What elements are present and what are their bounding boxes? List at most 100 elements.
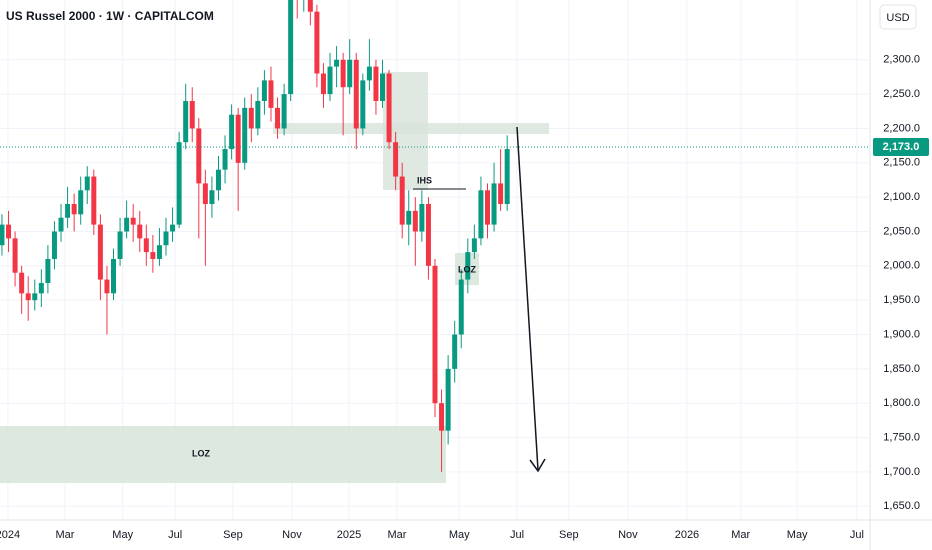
candle-body (314, 11, 320, 74)
candle-body (327, 66, 333, 95)
candle-body (58, 217, 64, 232)
y-tick-label: 1,700.0 (883, 466, 920, 478)
y-tick-label: 2,000.0 (883, 260, 920, 272)
drawings-top: IHS LOZ LOZ (192, 126, 546, 473)
candle-body (288, 0, 294, 95)
x-tick-label: Mar (55, 529, 74, 541)
candle-body (484, 190, 490, 225)
x-tick-label: 2024 (0, 529, 20, 541)
candle-body (452, 334, 458, 369)
x-tick-label: 2026 (675, 529, 699, 541)
x-tick-label: May (112, 529, 133, 541)
candle-body (419, 204, 425, 232)
x-tick-label: Nov (618, 529, 638, 541)
candle-body (45, 258, 51, 284)
annotation: LOZ (192, 448, 210, 458)
y-tick-label: 1,800.0 (883, 397, 920, 409)
candle-body (25, 293, 31, 301)
y-tick-label: 1,650.0 (883, 500, 920, 512)
candle-body (111, 258, 117, 294)
zone (273, 123, 549, 134)
candle-body (425, 204, 431, 266)
candle-body (255, 100, 261, 129)
candle-body (360, 80, 366, 129)
x-tick-label: May (449, 529, 470, 541)
candle-body (399, 176, 405, 225)
x-tick-label: Sep (559, 529, 579, 541)
candle-body (0, 224, 5, 246)
candle-body (6, 224, 12, 239)
annotation: LOZ (458, 264, 476, 274)
arrow (516, 126, 539, 471)
last-price-tag (873, 138, 929, 157)
x-tick-label: Jul (510, 529, 524, 541)
x-tick-label: Mar (731, 529, 750, 541)
candle-body (84, 176, 90, 191)
currency-button[interactable] (879, 4, 917, 30)
annotation: IHS (417, 175, 432, 185)
y-tick-label: 2,200.0 (883, 122, 920, 134)
candle-body (189, 100, 195, 129)
candle-body (156, 245, 162, 259)
candle-body (248, 107, 254, 129)
candle-body (445, 368, 451, 431)
arrow-head (529, 458, 546, 473)
currency[interactable]: USD (886, 12, 909, 24)
candle-body (150, 252, 156, 259)
candle-body (209, 190, 215, 205)
candle-body (124, 217, 130, 232)
candle-body (170, 224, 176, 232)
candle-body (458, 279, 464, 335)
candle-body (65, 204, 71, 218)
candle-body (406, 210, 412, 225)
candle-body (334, 59, 340, 67)
candle-body (38, 283, 44, 294)
candle-body (137, 224, 143, 239)
candle-body (478, 190, 484, 239)
candle-body (412, 210, 418, 232)
candle-body (202, 183, 208, 205)
y-tick-label: 2,100.0 (883, 191, 920, 203)
candle-body (373, 66, 379, 101)
candle-body (117, 231, 123, 259)
candle-body (176, 142, 182, 225)
candle-body (386, 73, 392, 143)
candle-body (261, 80, 267, 101)
candle-body (242, 107, 248, 163)
x-tick-label: Jul (850, 529, 864, 541)
candle-body (471, 238, 477, 253)
candle-body (196, 128, 202, 184)
candle-body (32, 293, 38, 301)
candle-body (235, 114, 241, 163)
candle-body (12, 238, 18, 273)
candles (0, 0, 510, 472)
candle-body (275, 107, 281, 129)
y-tick-label: 2,150.0 (883, 157, 920, 169)
candle-body (491, 183, 497, 225)
x-tick-label: 2025 (337, 529, 361, 541)
y-tick-label: 1,850.0 (883, 363, 920, 375)
last-price-label: 2,173.0 (883, 141, 920, 153)
candle-body (498, 183, 504, 205)
x-tick-label: May (787, 529, 808, 541)
candle-body (104, 279, 110, 294)
y-tick-label: 1,900.0 (883, 328, 920, 340)
candle-body (268, 80, 274, 108)
candle-body (281, 94, 287, 129)
candle-body (183, 100, 189, 143)
y-tick-label: 1,950.0 (883, 294, 920, 306)
candle-body (439, 403, 445, 431)
candle-body (163, 231, 169, 246)
y-tick-label: 2,050.0 (883, 225, 920, 237)
candle-body (215, 169, 221, 191)
chart-title: US Russel 2000 · 1W · CAPITALCOM (6, 9, 214, 23)
candle-body (340, 59, 346, 88)
candle-body (353, 59, 359, 129)
drawings (0, 72, 549, 483)
x-tick-label: Jul (168, 529, 182, 541)
candle-body (465, 252, 471, 280)
candle-body (504, 149, 510, 205)
zone (0, 426, 446, 483)
candle-body (71, 204, 77, 215)
